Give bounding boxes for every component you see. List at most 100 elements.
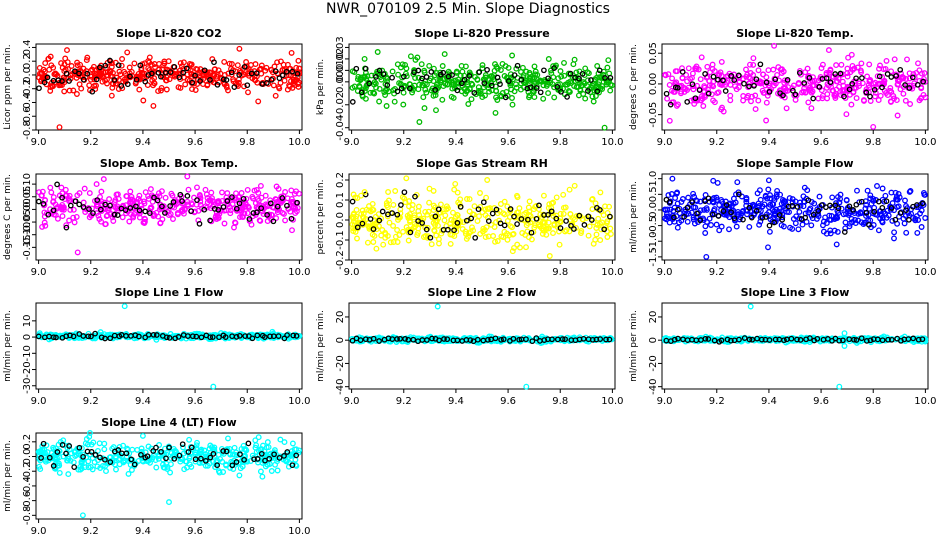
data-point: [523, 244, 529, 251]
data-point: [151, 61, 158, 67]
data-point: [895, 81, 902, 87]
data-point-ref: [258, 205, 265, 212]
data-point: [864, 73, 871, 80]
data-point: [512, 81, 519, 88]
data-point: [760, 89, 767, 96]
data-point: [420, 234, 427, 240]
data-point: [78, 85, 85, 92]
data-point-ref: [362, 65, 369, 72]
data-point: [755, 97, 762, 104]
data-point-ref: [545, 211, 551, 218]
data-point: [209, 195, 215, 202]
data-point: [252, 61, 259, 68]
data-point: [494, 97, 501, 103]
data-point: [756, 80, 763, 87]
data-point-ref: [766, 222, 773, 229]
data-point: [462, 228, 469, 235]
data-point: [91, 83, 98, 89]
data-point: [509, 224, 515, 231]
y-tick-label: 0: [335, 337, 346, 343]
data-point: [200, 72, 207, 79]
x-tick-label: 9.0: [344, 396, 360, 407]
data-point: [561, 72, 568, 79]
data-point: [433, 107, 439, 114]
x-tick-label: 9.6: [500, 396, 516, 407]
x-tick-label: 9.6: [500, 137, 516, 148]
data-point: [244, 186, 251, 193]
data-point: [119, 56, 126, 62]
y-tick-label: 10: [22, 314, 33, 327]
data-point: [73, 91, 80, 97]
data-point-ref: [475, 206, 482, 213]
data-point: [452, 180, 459, 187]
y-tick-label: 0.2: [22, 434, 33, 450]
data-point: [87, 67, 94, 74]
data-point-ref: [484, 66, 490, 73]
data-point: [155, 88, 162, 95]
data-point: [52, 212, 59, 219]
data-point: [431, 227, 438, 234]
y-tick-label: 0.1: [335, 192, 346, 208]
data-point: [146, 59, 153, 66]
data-point: [121, 76, 128, 83]
data-point-ref: [466, 73, 473, 79]
data-point: [833, 86, 840, 93]
panel-title: Slope Line 2 Flow: [428, 286, 537, 299]
data-point: [390, 239, 397, 245]
data-point-ref: [171, 64, 178, 70]
data-point: [890, 93, 897, 99]
data-point-ref: [97, 64, 103, 71]
data-point: [515, 209, 522, 216]
data-point: [450, 209, 456, 216]
y-tick-label: 0: [22, 334, 33, 340]
data-point: [376, 98, 383, 105]
y-tick-label: 0.00: [335, 71, 346, 93]
data-point-ref: [476, 69, 483, 75]
data-point: [669, 75, 676, 82]
data-point: [566, 186, 573, 193]
data-point: [64, 47, 70, 54]
data-point: [74, 192, 81, 199]
data-point-ref: [267, 200, 274, 207]
data-point: [138, 65, 145, 72]
data-point: [740, 97, 747, 104]
data-point-ref: [107, 57, 113, 64]
data-point: [490, 233, 497, 239]
data-point: [530, 88, 537, 95]
data-point: [411, 212, 418, 219]
x-tick-label: 10.0: [288, 137, 310, 148]
data-point: [133, 200, 140, 206]
data-point: [863, 86, 870, 93]
data-point: [392, 188, 399, 194]
data-point: [429, 214, 436, 221]
data-point: [795, 80, 802, 86]
data-point: [163, 77, 170, 84]
data-point-ref: [179, 198, 185, 204]
data-point: [277, 436, 284, 443]
data-point-ref: [497, 81, 503, 88]
data-point-ref: [241, 63, 248, 70]
data-point: [38, 70, 45, 77]
data-point-ref: [597, 207, 603, 213]
data-point: [370, 89, 377, 96]
data-point: [816, 193, 823, 200]
data-point: [430, 78, 437, 85]
data-point-ref: [353, 65, 360, 72]
data-point: [418, 61, 425, 68]
data-point: [62, 186, 69, 193]
data-point: [259, 473, 266, 480]
data-point-ref: [558, 88, 564, 95]
data-point: [466, 196, 473, 203]
y-tick-label: 0.05: [22, 186, 33, 208]
data-point: [275, 185, 282, 192]
data-point: [921, 70, 928, 77]
data-point-ref: [177, 191, 184, 198]
x-tick-label: 9.2: [396, 267, 412, 278]
panel-title: Slope Line 4 (LT) Flow: [101, 416, 236, 429]
data-point: [527, 71, 533, 78]
data-point: [607, 87, 614, 94]
data-point-ref: [80, 204, 87, 210]
data-point-ref: [906, 85, 913, 91]
data-point-ref: [859, 75, 865, 81]
data-point: [371, 90, 378, 97]
